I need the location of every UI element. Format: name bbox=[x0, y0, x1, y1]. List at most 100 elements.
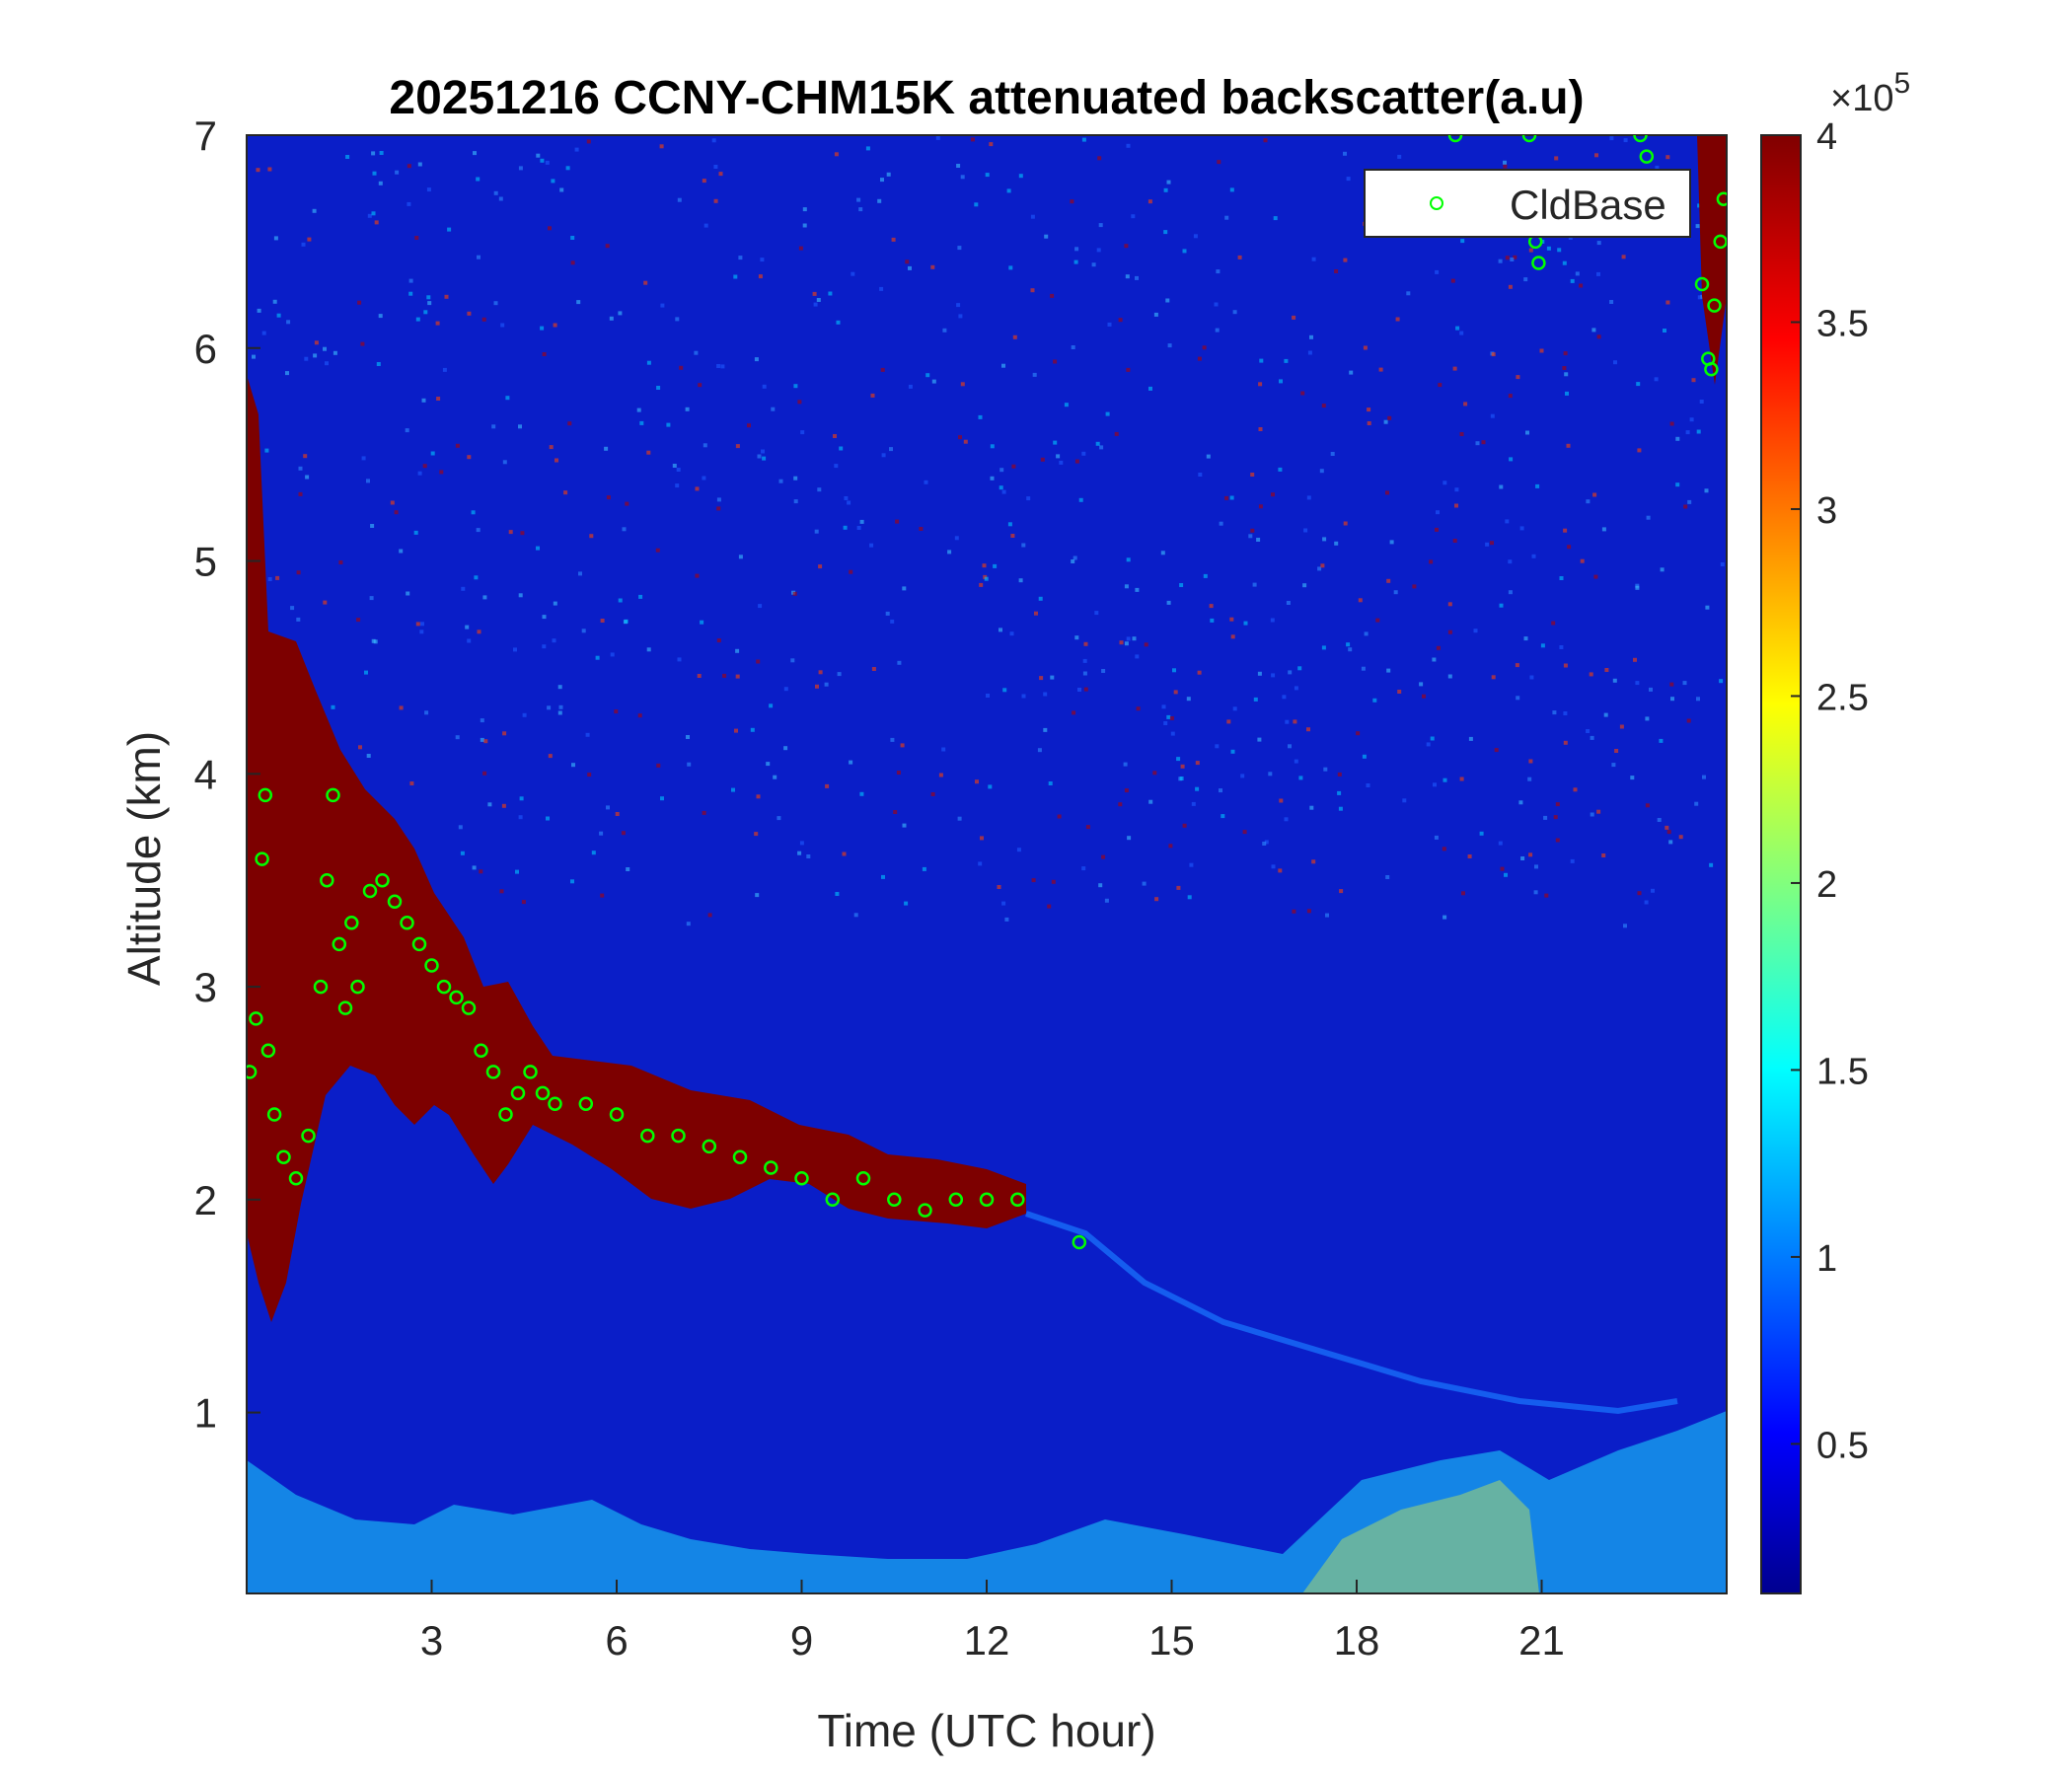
heatmap-speckle bbox=[1297, 666, 1302, 671]
heatmap-speckle bbox=[290, 606, 295, 611]
heatmap-speckle bbox=[1309, 334, 1313, 339]
heatmap-speckle bbox=[574, 147, 579, 152]
heatmap-speckle bbox=[762, 384, 767, 389]
heatmap-speckle bbox=[799, 841, 804, 846]
heatmap-speckle bbox=[1242, 830, 1247, 835]
heatmap-speckle bbox=[1263, 138, 1268, 143]
heatmap-speckle bbox=[1258, 382, 1263, 387]
heatmap-speckle bbox=[480, 737, 484, 742]
heatmap-speckle bbox=[1126, 143, 1131, 148]
heatmap-speckle bbox=[1007, 522, 1012, 527]
heatmap-speckle bbox=[621, 831, 626, 836]
heatmap-speckle bbox=[261, 331, 266, 335]
heatmap-speckle bbox=[1678, 835, 1683, 840]
heatmap-speckle bbox=[881, 453, 886, 458]
heatmap-speckle bbox=[1505, 256, 1510, 260]
heatmap-speckle bbox=[1021, 543, 1026, 548]
heatmap-speckle bbox=[1543, 815, 1548, 820]
heatmap-speckle bbox=[1447, 629, 1452, 634]
heatmap-speckle bbox=[990, 476, 995, 481]
heatmap-speckle bbox=[1349, 370, 1354, 375]
heatmap-speckle bbox=[1099, 445, 1104, 450]
heatmap-speckle bbox=[1198, 473, 1203, 477]
heatmap-speckle bbox=[1691, 378, 1696, 383]
heatmap-speckle bbox=[1337, 790, 1342, 795]
heatmap-speckle bbox=[571, 763, 575, 768]
heatmap-speckle bbox=[1292, 909, 1296, 914]
heatmap-speckle bbox=[460, 851, 465, 855]
heatmap-speckle bbox=[1697, 203, 1702, 208]
heatmap-speckle bbox=[1508, 559, 1513, 564]
heatmap-speckle bbox=[958, 435, 962, 440]
heatmap-speckle bbox=[1070, 199, 1074, 204]
heatmap-speckle bbox=[1621, 255, 1626, 259]
heatmap-speckle bbox=[773, 775, 777, 779]
x-tick-label: 6 bbox=[605, 1617, 628, 1664]
heatmap-speckle bbox=[1596, 271, 1600, 276]
cldbase-point bbox=[249, 1011, 263, 1026]
y-tick-label: 6 bbox=[194, 326, 217, 372]
heatmap-speckle bbox=[1528, 759, 1533, 764]
heatmap-speckle bbox=[1073, 259, 1078, 264]
heatmap-speckle bbox=[1118, 802, 1123, 807]
heatmap-speckle bbox=[1043, 692, 1048, 697]
heatmap-speckle bbox=[1166, 714, 1171, 719]
heatmap-speckle bbox=[793, 384, 798, 389]
heatmap-speckle bbox=[1503, 164, 1508, 169]
heatmap-speckle bbox=[624, 619, 629, 624]
legend[interactable]: CldBase bbox=[1364, 169, 1691, 238]
heatmap-speckle bbox=[757, 454, 762, 459]
heatmap-speckle bbox=[360, 341, 365, 346]
heatmap-speckle bbox=[557, 710, 562, 715]
heatmap-speckle bbox=[1386, 578, 1391, 583]
heatmap-speckle bbox=[1590, 812, 1594, 817]
heatmap-speckle bbox=[599, 831, 604, 836]
heatmap-speckle bbox=[419, 629, 424, 634]
cldbase-point bbox=[255, 851, 269, 866]
heatmap-speckle bbox=[1334, 269, 1339, 273]
heatmap-speckle bbox=[467, 311, 472, 316]
heatmap-speckle bbox=[390, 500, 395, 505]
heatmap-speckle bbox=[1666, 830, 1671, 835]
heatmap-speckle bbox=[1294, 759, 1298, 764]
heatmap-speckle bbox=[1206, 454, 1211, 459]
heatmap-speckle bbox=[935, 135, 940, 140]
y-axis: 1 2 3 4 5 6 7 bbox=[194, 112, 260, 1437]
heatmap-speckle bbox=[1179, 777, 1184, 780]
heatmap-speckle bbox=[1508, 590, 1513, 595]
heatmap-speckle bbox=[1001, 901, 1006, 906]
heatmap-speckle bbox=[1513, 255, 1517, 259]
heatmap-speckle bbox=[1132, 636, 1137, 641]
heatmap-speckle bbox=[1081, 451, 1086, 456]
colorbar-tick-label: 2.5 bbox=[1816, 677, 1869, 718]
heatmap-speckle bbox=[491, 424, 496, 429]
heatmap-speckle bbox=[1018, 578, 1023, 583]
heatmap-speckle bbox=[686, 735, 690, 739]
heatmap-speckle bbox=[1215, 328, 1220, 333]
heatmap-speckle bbox=[1570, 858, 1575, 863]
cldbase-point bbox=[288, 1171, 304, 1186]
cldbase-point bbox=[260, 1043, 276, 1059]
heatmap-speckle bbox=[1637, 891, 1642, 896]
heatmap-speckle bbox=[481, 317, 486, 322]
heatmap-speckle bbox=[518, 815, 523, 820]
heatmap-speckle bbox=[815, 684, 819, 689]
heatmap-speckle bbox=[825, 783, 830, 788]
heatmap-speckle bbox=[1557, 248, 1562, 253]
heatmap-speckle bbox=[790, 658, 795, 663]
heatmap-speckle bbox=[756, 659, 761, 664]
heatmap-speckle bbox=[1675, 436, 1680, 441]
heatmap-speckle bbox=[367, 213, 372, 218]
heatmap-speckle bbox=[800, 430, 805, 435]
heatmap-speckle bbox=[638, 594, 643, 599]
colorbar-multiplier-base: ×10 bbox=[1830, 78, 1893, 119]
heatmap-speckle bbox=[703, 443, 707, 448]
colorbar: 0.5 1 1.5 2 2.5 3 3.5 4 ×105 bbox=[1760, 67, 1910, 1594]
heatmap-speckle bbox=[1006, 188, 1011, 193]
heatmap-speckle bbox=[756, 794, 761, 799]
heatmap-speckle bbox=[989, 142, 994, 147]
heatmap-speckle bbox=[379, 151, 384, 155]
heatmap-speckle bbox=[802, 223, 807, 228]
cldbase-point bbox=[578, 1096, 594, 1111]
heatmap-speckle bbox=[1375, 618, 1380, 623]
